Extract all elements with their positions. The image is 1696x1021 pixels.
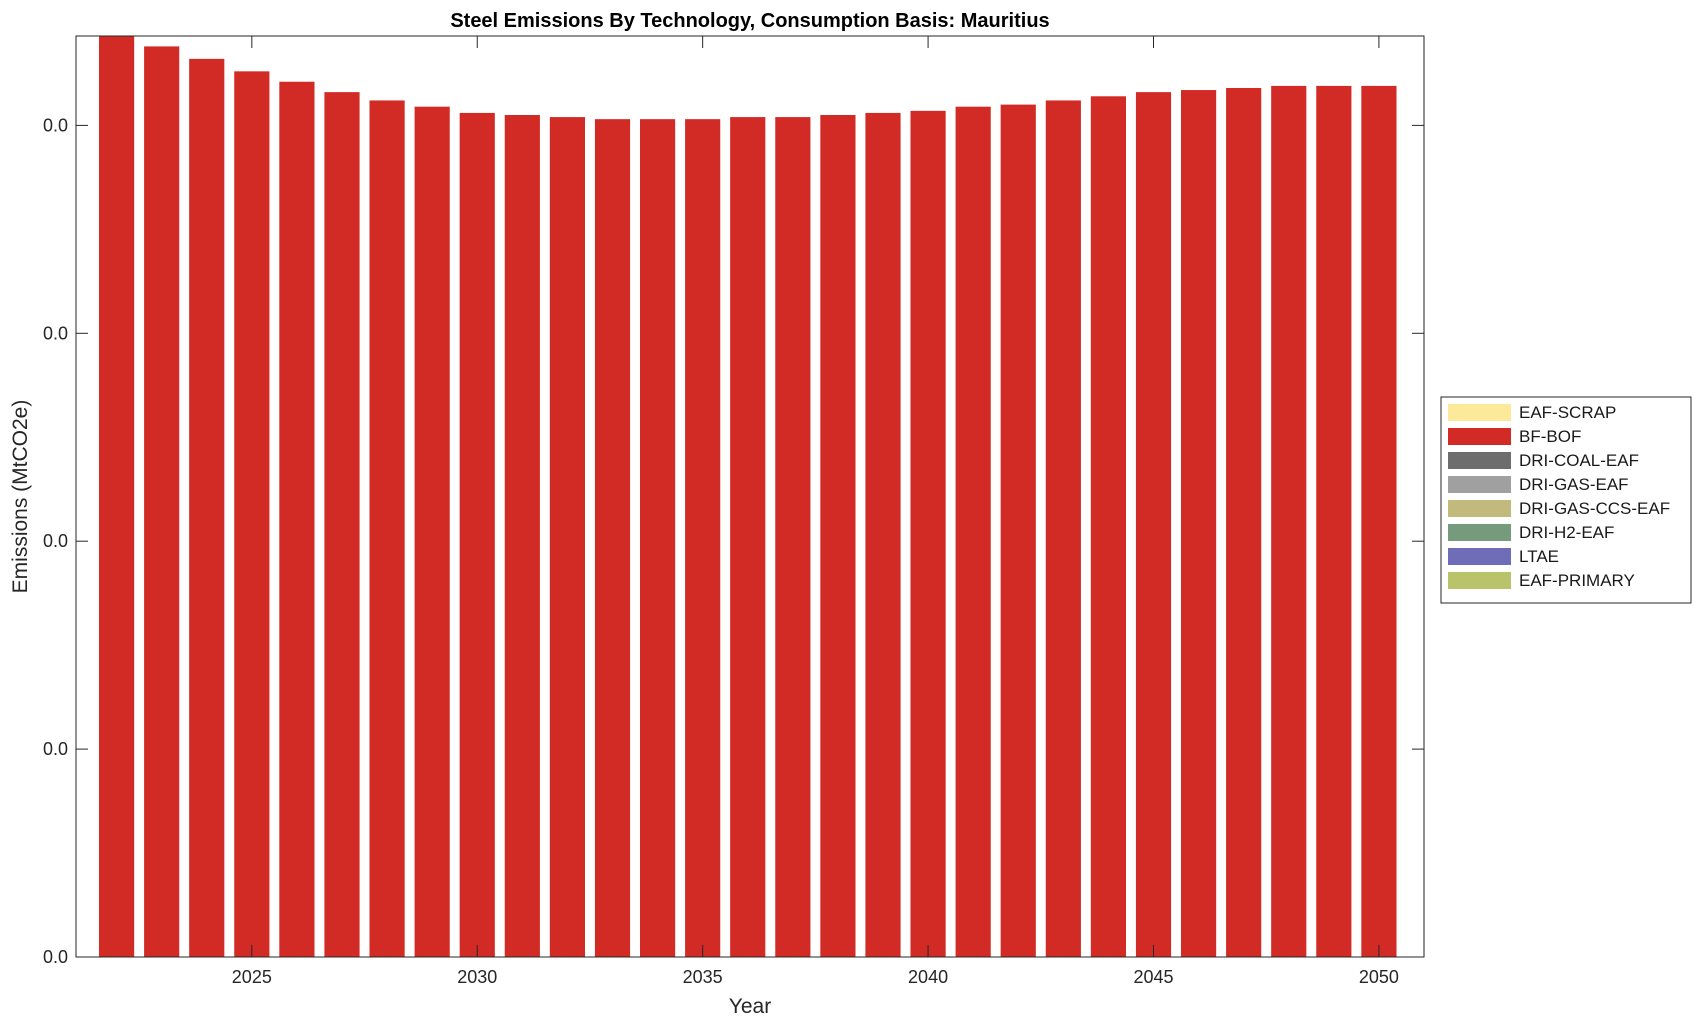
bar-bf-bof-2048 [1271, 85, 1307, 957]
ticks-layer: 2025 2030 2035 2040 2045 2050 0.0 0.0 0.0 0.0 0.0 [43, 36, 1424, 987]
legend-label-ltae: LTAE [1519, 547, 1559, 566]
legend-label-eaf-scrap: EAF-SCRAP [1519, 403, 1616, 422]
legend-label-dri-gas-ccs-eaf: DRI-GAS-CCS-EAF [1519, 499, 1670, 518]
chart-title: Steel Emissions By Technology, Consumpti… [450, 10, 1049, 32]
legend: EAF-SCRAP BF-BOF DRI-COAL-EAF DRI-GAS-EAF DR… [1440, 396, 1692, 604]
bar-bf-bof-2035 [685, 119, 721, 957]
bar-bf-bof-2042 [1000, 104, 1036, 958]
bar-bf-bof-2040 [910, 110, 946, 958]
bar-bf-bof-2034 [640, 119, 676, 957]
y-tick-label-0: 0.0 [43, 947, 68, 967]
x-axis-label: Year [729, 995, 771, 1018]
legend-label-dri-coal-eaf: DRI-COAL-EAF [1519, 451, 1639, 470]
bar-bf-bof-2047 [1226, 87, 1262, 958]
bar-bf-bof-2030 [459, 112, 495, 958]
bar-bf-bof-2022 [98, 36, 135, 957]
x-tick-label-2050: 2050 [1359, 967, 1399, 987]
legend-swatch-dri-gas-ccs-eaf [1448, 500, 1511, 517]
legend-swatch-ltae [1448, 548, 1511, 565]
bar-bf-bof-2039 [865, 112, 901, 958]
bar-bf-bof-2033 [594, 119, 631, 957]
bar-bf-bof-2044 [1090, 96, 1126, 958]
legend-items: EAF-SCRAP BF-BOF DRI-COAL-EAF DRI-GAS-EAF DR… [1448, 403, 1670, 590]
bar-bf-bof-2024 [189, 58, 225, 958]
x-tick-label-2040: 2040 [908, 967, 948, 987]
bar-bf-bof-2026 [279, 81, 315, 958]
legend-swatch-dri-gas-eaf [1448, 476, 1511, 493]
bar-bf-bof-2032 [549, 117, 585, 957]
bar-bf-bof-2050 [1361, 85, 1397, 957]
legend-swatch-eaf-primary [1448, 572, 1511, 589]
y-tick-label-4: 0.0 [43, 115, 68, 135]
legend-swatch-bf-bof [1448, 428, 1511, 445]
bar-bf-bof-2028 [369, 100, 405, 957]
x-tick-label-2025: 2025 [232, 967, 272, 987]
legend-swatch-dri-coal-eaf [1448, 452, 1511, 469]
bars-layer [98, 36, 1397, 958]
legend-label-eaf-primary: EAF-PRIMARY [1519, 571, 1635, 590]
bar-bf-bof-2023 [144, 46, 180, 957]
y-tick-label-2: 0.0 [43, 531, 68, 551]
bar-bf-bof-2037 [775, 117, 811, 957]
legend-label-dri-gas-eaf: DRI-GAS-EAF [1519, 475, 1629, 494]
x-tick-label-2045: 2045 [1133, 967, 1173, 987]
bar-bf-bof-2049 [1316, 85, 1352, 957]
bar-bf-bof-2029 [414, 106, 450, 957]
bar-bf-bof-2031 [504, 115, 540, 957]
legend-label-bf-bof: BF-BOF [1519, 427, 1581, 446]
bar-bf-bof-2025 [234, 71, 270, 958]
legend-swatch-dri-h2-eaf [1448, 524, 1511, 541]
bar-bf-bof-2046 [1181, 90, 1217, 958]
x-tick-label-2035: 2035 [683, 967, 723, 987]
y-tick-label-3: 0.0 [43, 323, 68, 343]
y-axis-label: Emissions (MtCO2e) [9, 400, 32, 594]
bar-bf-bof-2045 [1135, 92, 1172, 957]
y-tick-label-1: 0.0 [43, 739, 68, 759]
x-tick-label-2030: 2030 [457, 967, 497, 987]
bar-bf-bof-2043 [1045, 100, 1081, 957]
plot-area-frame [75, 35, 1425, 958]
legend-swatch-eaf-scrap [1448, 404, 1511, 421]
bar-bf-bof-2041 [955, 106, 991, 957]
bar-bf-bof-2038 [820, 115, 856, 957]
bar-bf-bof-2027 [324, 92, 360, 957]
legend-label-dri-h2-eaf: DRI-H2-EAF [1519, 523, 1614, 542]
bar-bf-bof-2036 [730, 117, 766, 957]
